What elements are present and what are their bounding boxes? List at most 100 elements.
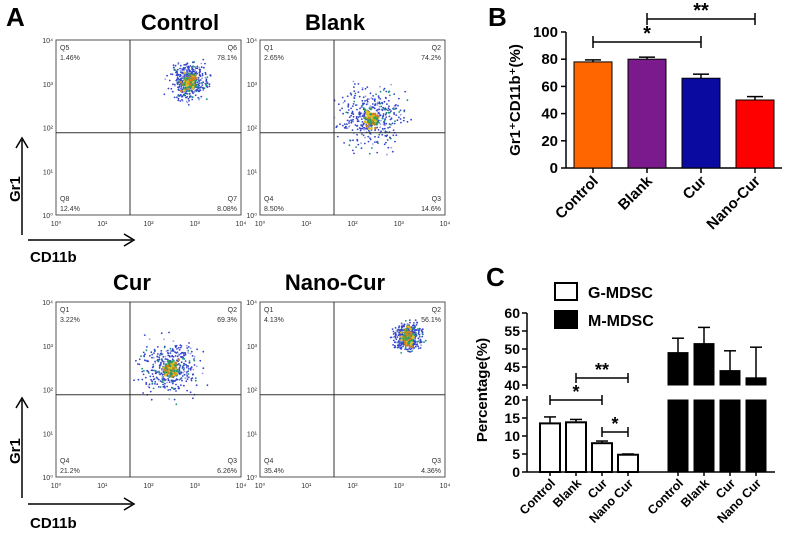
flow-dot: [179, 64, 182, 67]
flow-dot: [167, 389, 170, 391]
y-tick-label: 0: [550, 160, 558, 177]
flow-dot: [200, 62, 203, 65]
flow-dot: [202, 350, 205, 353]
flow-dot: [152, 387, 155, 390]
flow-dot: [392, 339, 395, 342]
flow-dot: [420, 344, 422, 347]
flow-dot: [336, 135, 339, 138]
flow-dot: [188, 360, 191, 362]
flow-dot: [158, 364, 161, 367]
flow-core-dot: [370, 117, 374, 120]
flow-dot: [421, 335, 424, 338]
flow-core-dot: [363, 108, 367, 112]
quadrant-label: Q2: [432, 307, 441, 314]
bar: [591, 442, 613, 474]
flow-dot: [194, 81, 197, 84]
flow-dot: [158, 356, 161, 359]
flow-dot: [399, 113, 402, 116]
flow-dot: [169, 388, 172, 391]
flow-dot: [165, 358, 168, 360]
flow-dot: [402, 345, 404, 348]
flow-dot: [161, 369, 164, 372]
flow-dot: [161, 374, 164, 376]
flow-dot: [400, 342, 403, 345]
flow-dot: [158, 366, 161, 368]
flow-dot: [355, 117, 358, 120]
flow-dot: [419, 341, 421, 344]
flow-dot: [186, 378, 189, 380]
flow-ytick: 10³: [43, 82, 54, 89]
flow-dot: [178, 373, 181, 375]
flow-dot: [373, 99, 376, 102]
flow-dot: [351, 105, 354, 107]
flow-dot: [359, 107, 361, 110]
flow-dot: [339, 123, 341, 126]
flow-dot: [413, 326, 416, 329]
flow-dot: [349, 139, 351, 142]
flow-dot: [202, 81, 205, 84]
flow-dot: [357, 120, 360, 123]
flow-dot: [364, 136, 366, 139]
flow-dot: [383, 119, 386, 122]
flow-dot: [355, 115, 358, 118]
flow-dot: [171, 381, 173, 383]
flow-dot: [359, 113, 361, 116]
flow-dot: [191, 377, 194, 379]
flow-dot: [179, 73, 182, 76]
flow-dot: [194, 379, 197, 382]
flow-title-blank: Blank: [305, 10, 366, 35]
flow-core-dot: [192, 83, 195, 87]
flow-dot: [159, 354, 161, 356]
sig-label: **: [693, 0, 709, 22]
flow-dot: [374, 135, 376, 138]
flow-dot: [361, 88, 364, 91]
flow-dot: [147, 370, 150, 373]
flow-dot: [376, 104, 379, 106]
flow-dot: [142, 351, 145, 354]
flow-dot: [188, 92, 191, 95]
flow-dot: [392, 336, 395, 339]
flow-dot: [190, 350, 193, 353]
quadrant-label: Q1: [264, 307, 273, 314]
flow-dot: [391, 122, 394, 125]
flow-dot: [191, 98, 194, 101]
flow-dot: [198, 66, 201, 69]
flow-dot: [361, 87, 364, 89]
flow-title-cur: Cur: [113, 270, 151, 295]
flow-dot: [360, 124, 363, 126]
flow-axis-arrows-bottom: [15, 396, 136, 511]
flow-dot: [415, 329, 418, 332]
flow-core-dot: [372, 112, 375, 116]
flow-core: [363, 107, 380, 130]
flow-dot: [196, 348, 199, 351]
flow-dot: [409, 321, 411, 324]
flow-dot: [392, 330, 395, 333]
flow-dot: [174, 84, 176, 87]
flow-core-dot: [405, 331, 408, 335]
flow-dot: [185, 63, 188, 65]
bar: [617, 453, 639, 474]
flow-dot: [205, 79, 208, 82]
flow-dot: [196, 65, 199, 68]
y-tick-label: 0: [512, 464, 520, 480]
flow-dot: [399, 344, 402, 347]
x-tick-label: Control: [552, 173, 602, 223]
bar-lower: [719, 399, 741, 473]
flow-dot: [383, 143, 386, 146]
flow-dot: [179, 352, 182, 355]
flow-core-dot: [170, 374, 174, 378]
flow-dot: [417, 347, 420, 350]
flow-dot: [189, 391, 192, 394]
flow-core-dot: [172, 361, 175, 365]
legend-label: G-MDSC: [588, 285, 653, 302]
flow-ytick: 10¹: [247, 431, 258, 438]
quadrant-pct: 2.65%: [264, 55, 284, 62]
flow-dot: [345, 111, 348, 114]
flow-dot: [413, 343, 416, 346]
quadrant-label: Q4: [264, 458, 273, 465]
flow-dot: [422, 333, 424, 336]
